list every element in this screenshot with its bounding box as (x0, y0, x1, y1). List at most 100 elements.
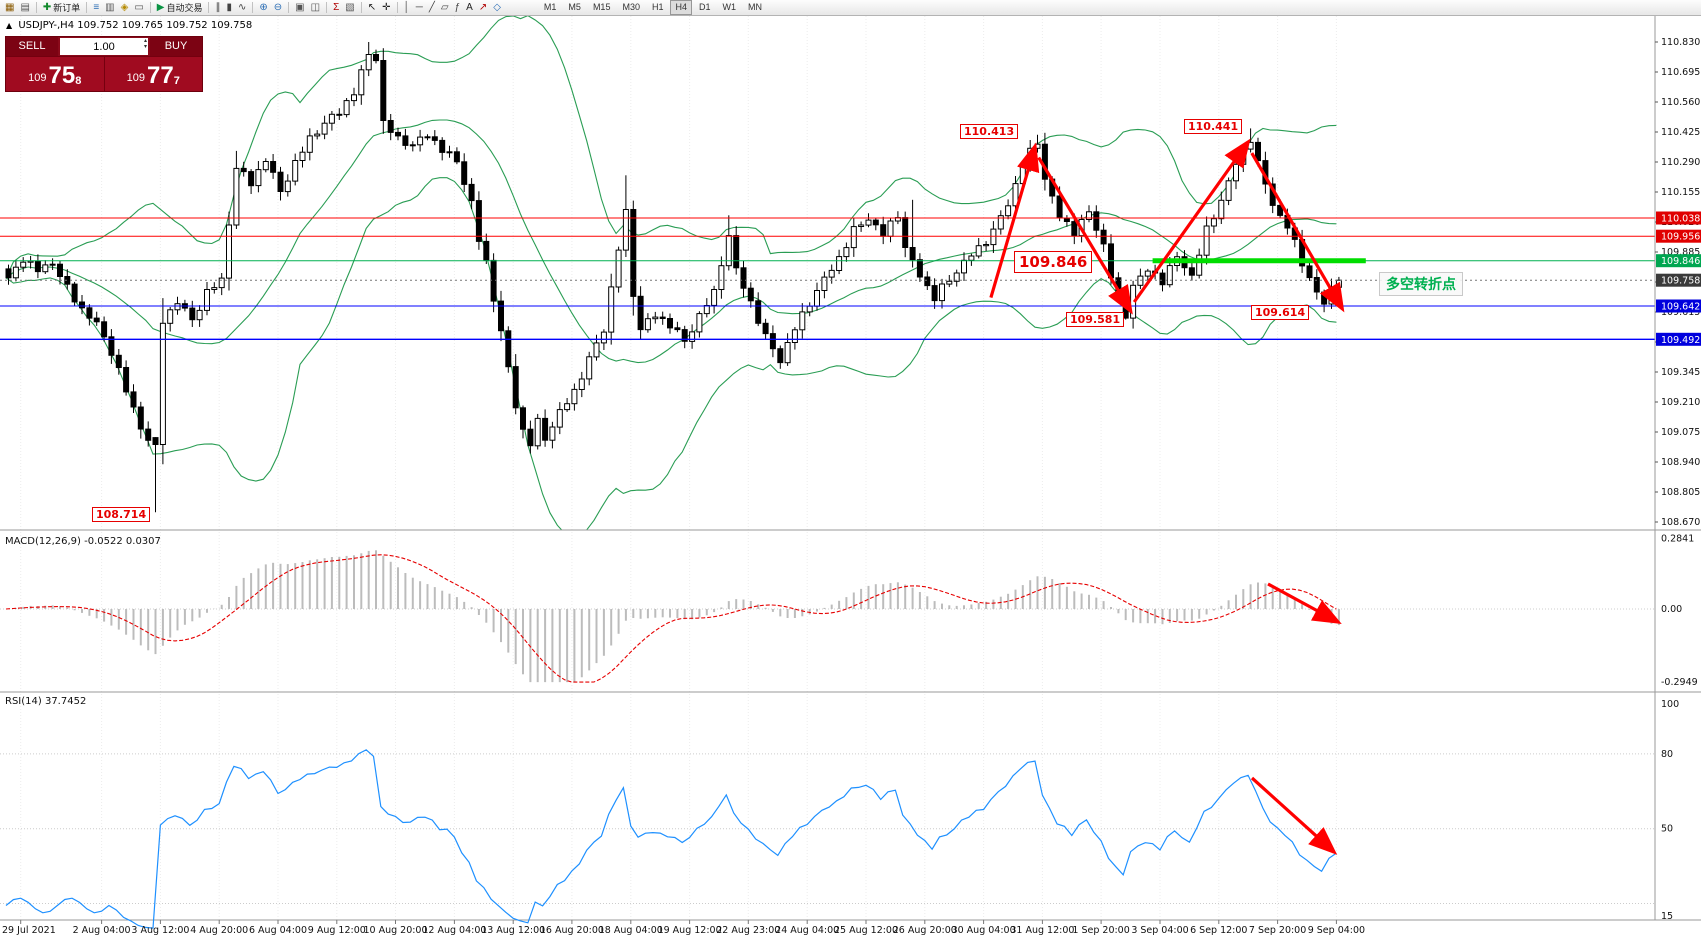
toolbar-separator (252, 2, 254, 13)
vertical-line-icon[interactable]: │ (402, 1, 412, 14)
candles-chart-icon[interactable]: ▮ (224, 1, 234, 14)
lot-size-input[interactable]: 1.00 ▴ ▾ (60, 38, 148, 55)
timeframe-d1[interactable]: D1 (699, 2, 711, 12)
price-tick-label: 109.075 (1661, 427, 1700, 438)
time-tick-label: 30 Aug 04:00 (952, 925, 1016, 936)
rsi-line (5, 749, 1337, 929)
price-tick-label: 108.670 (1661, 517, 1700, 528)
shapes-icon[interactable]: ◇ (491, 1, 503, 14)
price-tick-label: 110.695 (1661, 67, 1700, 78)
lot-increase-icon[interactable]: ▴ (143, 38, 147, 44)
price-callout[interactable]: 110.441 (1184, 119, 1243, 134)
indicators-icon[interactable]: Σ (331, 1, 341, 14)
lot-decrease-icon[interactable]: ▾ (143, 44, 147, 50)
time-tick-label: 10 Aug 20:00 (363, 925, 427, 936)
timeframe-w1[interactable]: W1 (722, 2, 737, 12)
trendline-icon[interactable]: ╱ (427, 1, 437, 14)
trend-arrow[interactable] (989, 142, 1040, 299)
price-callout[interactable]: 109.581 (1066, 312, 1125, 327)
candlesticks (5, 42, 1342, 513)
ask-price[interactable]: 109 77 7 (105, 57, 203, 91)
tile-windows-icon[interactable]: ▣ (293, 1, 306, 14)
time-tick-label: 29 Jul 2021 (2, 925, 56, 936)
price-axis-box (1656, 211, 1701, 225)
zoom-in-icon[interactable]: ⊕ (257, 1, 269, 14)
terminal-icon[interactable]: ▭ (132, 1, 145, 14)
channel-icon[interactable]: ▱ (439, 1, 451, 14)
new-chart-icon: ▦ (5, 2, 15, 13)
profiles-icon: ▤ (20, 2, 30, 13)
data-window-icon[interactable]: ▥ (103, 1, 116, 14)
macd-signal-line (5, 554, 1337, 683)
cascade-windows-icon[interactable]: ◫ (309, 1, 322, 14)
sell-button[interactable]: SELL (6, 37, 58, 56)
line-chart-icon: ∿ (238, 2, 247, 13)
rsi-scale-label: 80 (1661, 749, 1673, 760)
price-tick-label: 109.345 (1661, 367, 1700, 378)
market-watch-icon[interactable]: ≡ (91, 1, 101, 14)
bars-chart-icon: ∥ (215, 2, 221, 13)
templates-icon[interactable]: ▧ (343, 1, 356, 14)
collapse-panel-icon[interactable]: ▲ (6, 21, 13, 30)
trend-arrow[interactable] (1267, 582, 1342, 625)
timeframe-m1[interactable]: M1 (543, 2, 557, 12)
auto-trading-button[interactable]: ▶ 自动交易 (155, 1, 205, 14)
zoom-out-icon[interactable]: ⊖ (272, 1, 284, 14)
tile-windows-icon: ▣ (295, 2, 305, 13)
price-axis-box (1656, 254, 1701, 268)
new-chart-icon[interactable]: ▦ (3, 1, 16, 14)
time-tick-label: 25 Aug 12:00 (834, 925, 898, 936)
crosshair-icon[interactable]: ✛ (380, 1, 392, 14)
macd-scale-label: -0.2949 (1661, 677, 1698, 688)
bars-chart-icon[interactable]: ∥ (213, 1, 222, 14)
timeframe-h1[interactable]: H1 (651, 2, 664, 12)
horizontal-line-icon[interactable]: ─ (414, 1, 425, 14)
time-tick-label: 6 Sep 12:00 (1190, 925, 1247, 936)
annotation-note[interactable]: 多空转折点 (1379, 272, 1463, 296)
text-label-icon[interactable]: A (464, 1, 475, 14)
bid-price[interactable]: 109 75 8 (6, 57, 104, 91)
time-tick-label: 22 Aug 23:00 (716, 925, 780, 936)
timeframe-m30[interactable]: M30 (622, 2, 640, 12)
new-order-icon: ✚ (42, 2, 52, 13)
timeframe-mn[interactable]: MN (748, 2, 763, 12)
new-order-button[interactable]: ✚ 新订单 (41, 1, 82, 14)
buy-button[interactable]: BUY (150, 37, 202, 56)
cursor-icon: ↖ (367, 2, 377, 13)
trend-arrow[interactable] (1250, 152, 1345, 313)
data-window-icon: ▥ (105, 2, 115, 13)
terminal-icon: ▭ (134, 2, 144, 13)
trend-arrow[interactable] (1250, 776, 1338, 855)
toolbar-separator (86, 2, 88, 13)
timeframe-m15[interactable]: M15 (592, 2, 611, 12)
bid-price-main: 75 (48, 62, 76, 89)
timeframe-h4[interactable]: H4 (670, 0, 692, 15)
time-tick-label: 1 Sep 20:00 (1072, 925, 1129, 936)
text-label-icon: A (466, 2, 473, 13)
timeframe-m5[interactable]: M5 (568, 2, 581, 12)
cursor-icon[interactable]: ↖ (366, 1, 378, 14)
fibonacci-icon[interactable]: ƒ (453, 1, 463, 14)
cascade-windows-icon: ◫ (310, 2, 321, 13)
price-axis-box (1656, 229, 1701, 243)
line-chart-icon[interactable]: ∿ (236, 1, 248, 14)
time-tick-label: 3 Aug 12:00 (131, 925, 189, 936)
toolbar-separator (288, 2, 290, 13)
profiles-icon[interactable]: ▤ (18, 1, 31, 14)
navigator-icon[interactable]: ◈ (119, 1, 131, 14)
time-tick-label: 4 Aug 20:00 (190, 925, 248, 936)
trend-arrow[interactable] (1132, 138, 1251, 303)
timeframe-toolbar: M1 M5 M15 M30 H1 H4 D1 W1 MN (538, 0, 768, 15)
price-callout[interactable]: 110.413 (960, 124, 1019, 139)
time-tick-label: 16 Aug 20:00 (540, 925, 604, 936)
auto-trading-icon: ▶ (156, 2, 165, 13)
price-callout[interactable]: 109.614 (1251, 305, 1310, 320)
trend-arrow[interactable] (1037, 156, 1133, 315)
price-callout[interactable]: 109.846 (1014, 251, 1093, 273)
time-tick-label: 12 Aug 04:00 (422, 925, 486, 936)
price-callout[interactable]: 108.714 (92, 507, 151, 522)
arrow-tool-icon[interactable]: ↗ (477, 1, 489, 14)
